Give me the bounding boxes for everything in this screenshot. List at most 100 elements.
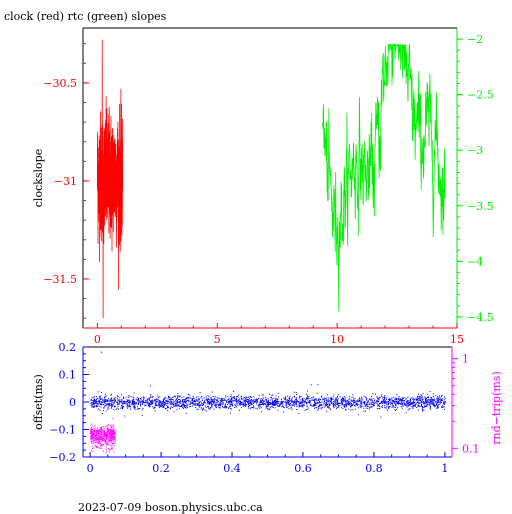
offset-point bbox=[150, 401, 152, 402]
offset-point bbox=[99, 395, 101, 397]
offset-point bbox=[242, 405, 244, 407]
offset-point bbox=[279, 404, 280, 406]
offset-point bbox=[230, 400, 231, 402]
offset-point bbox=[185, 405, 187, 407]
offset-point bbox=[301, 405, 303, 407]
offset-point bbox=[330, 400, 332, 402]
offset-point bbox=[416, 403, 418, 405]
offset-point bbox=[265, 398, 266, 400]
rnd-trip-point bbox=[106, 434, 107, 436]
offset-point bbox=[238, 399, 240, 401]
rnd-trip-point bbox=[90, 427, 92, 429]
offset-point bbox=[189, 396, 191, 398]
offset-point bbox=[394, 398, 396, 400]
offset-point bbox=[411, 406, 413, 408]
offset-point bbox=[212, 401, 214, 403]
rnd-trip-point bbox=[99, 435, 101, 437]
offset-point bbox=[423, 403, 425, 405]
offset-point bbox=[427, 396, 429, 398]
offset-point bbox=[296, 409, 298, 410]
offset-point bbox=[338, 403, 340, 404]
offset-point bbox=[147, 401, 149, 403]
rnd-trip-point bbox=[104, 430, 106, 432]
offset-point bbox=[409, 407, 411, 409]
offset-point bbox=[142, 400, 143, 402]
offset-point bbox=[432, 393, 434, 395]
rnd-trip-point bbox=[95, 437, 97, 439]
offset-point bbox=[346, 400, 348, 402]
offset-point bbox=[127, 404, 129, 406]
rnd-trip-point bbox=[112, 418, 114, 420]
offset-point bbox=[299, 405, 301, 407]
offset-point bbox=[416, 407, 418, 408]
offset-point bbox=[367, 405, 369, 407]
offset-point bbox=[433, 403, 435, 405]
offset-point bbox=[152, 396, 154, 397]
offset-point bbox=[273, 404, 275, 406]
offset-point bbox=[386, 401, 388, 402]
offset-point bbox=[201, 398, 203, 400]
offset-point bbox=[305, 399, 306, 401]
rnd-trip-point bbox=[112, 432, 114, 434]
offset-point bbox=[224, 406, 226, 408]
offset-point bbox=[382, 397, 383, 399]
offset-point bbox=[381, 406, 383, 408]
offset-point bbox=[277, 409, 279, 411]
offset-point bbox=[208, 396, 210, 398]
offset-point bbox=[99, 397, 101, 399]
offset-point bbox=[356, 400, 358, 402]
rnd-trip-point bbox=[102, 432, 104, 434]
offset-point bbox=[142, 396, 144, 398]
offset-point bbox=[204, 399, 206, 401]
offset-point bbox=[359, 404, 361, 406]
offset-point bbox=[374, 399, 375, 401]
offset-point bbox=[207, 401, 209, 402]
offset-point bbox=[176, 400, 178, 401]
offset-point bbox=[177, 393, 179, 394]
offset-point bbox=[142, 401, 144, 403]
offset-point bbox=[182, 407, 184, 408]
offset-point bbox=[272, 401, 274, 403]
offset-point bbox=[275, 398, 277, 400]
offset-point bbox=[290, 398, 292, 400]
offset-point bbox=[396, 394, 398, 395]
offset-point bbox=[360, 402, 362, 404]
offset-point bbox=[96, 401, 98, 403]
offset-point bbox=[102, 399, 104, 401]
offset-point bbox=[167, 410, 169, 411]
offset-point bbox=[97, 398, 99, 400]
offset-point bbox=[367, 401, 368, 403]
rnd-trip-point bbox=[96, 440, 98, 442]
offset-point bbox=[241, 402, 242, 403]
offset-point bbox=[248, 401, 250, 403]
offset-point bbox=[187, 396, 189, 398]
offset-point bbox=[133, 406, 135, 407]
offset-point bbox=[170, 398, 172, 400]
offset-point bbox=[92, 402, 94, 404]
offset-point bbox=[186, 405, 188, 407]
offset-point bbox=[139, 404, 141, 406]
offset-point bbox=[410, 400, 412, 402]
offset-point bbox=[403, 401, 405, 403]
offset-point bbox=[386, 405, 388, 407]
offset-point bbox=[243, 400, 245, 402]
offset-point bbox=[280, 402, 282, 404]
offset-point bbox=[248, 400, 250, 402]
offset-point bbox=[241, 395, 242, 397]
rnd-trip-point bbox=[113, 440, 115, 442]
offset-point bbox=[114, 399, 116, 401]
offset-point bbox=[269, 393, 271, 395]
offset-point bbox=[266, 399, 268, 401]
offset-point bbox=[142, 408, 144, 410]
offset-point bbox=[188, 399, 190, 401]
offset-point bbox=[95, 406, 97, 408]
offset-point bbox=[232, 396, 234, 398]
offset-point bbox=[422, 393, 424, 395]
offset-point bbox=[166, 400, 168, 402]
offset-point bbox=[260, 403, 262, 405]
rnd-trip-point bbox=[111, 433, 113, 435]
offset-point bbox=[373, 402, 375, 404]
offset-point bbox=[93, 398, 95, 400]
rnd-trip-point bbox=[92, 437, 93, 439]
offset-point bbox=[95, 400, 97, 402]
